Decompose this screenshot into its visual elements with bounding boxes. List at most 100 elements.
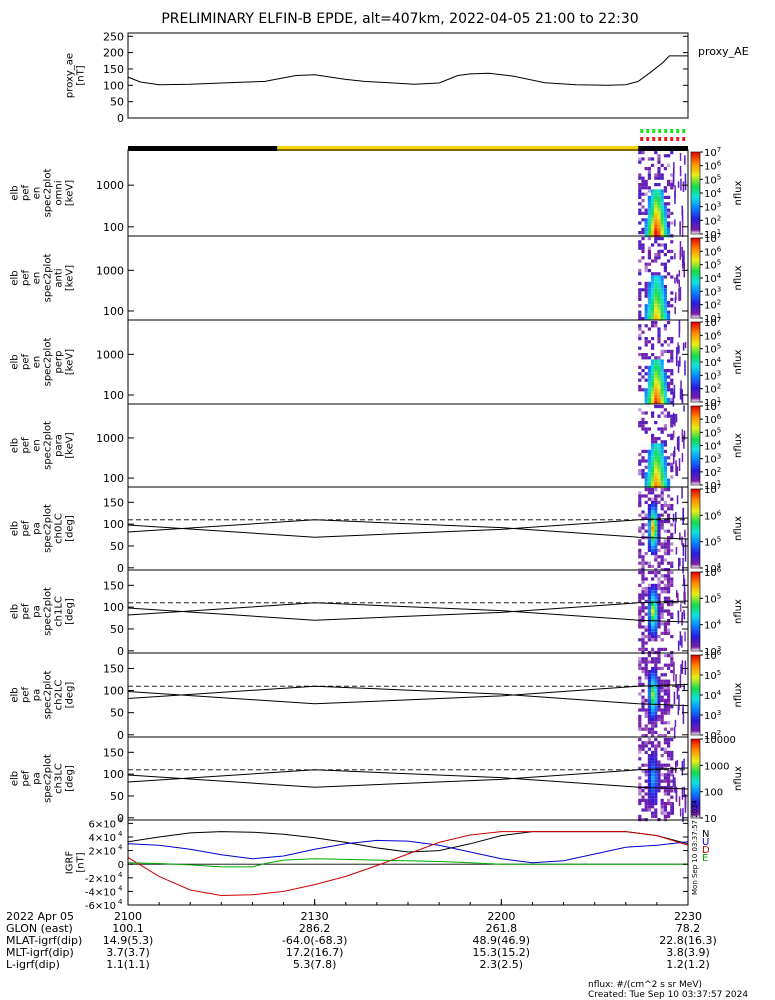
spectrogram-cell (667, 666, 671, 670)
spectrogram-cell (660, 317, 664, 321)
spectrogram-cell (682, 508, 684, 524)
spectrogram-cell (654, 529, 658, 533)
spectrogram-cell (670, 401, 674, 405)
spectrogram-cell (641, 763, 645, 767)
spectrogram-cell (675, 460, 677, 472)
y-axis-label: en (32, 272, 43, 285)
y-tick-exponent: 4 (118, 884, 123, 892)
y-axis-label: para (54, 434, 65, 457)
spectrogram-cell (647, 397, 651, 401)
y-axis-label: pa (32, 605, 43, 617)
plot-title: PRELIMINARY ELFIN-B EPDE, alt=407km, 202… (161, 11, 638, 27)
spectrogram-cell (667, 183, 671, 187)
colorbar-label: nflux (733, 516, 744, 541)
spectrogram-cell (654, 763, 658, 767)
spectrogram-cell (647, 695, 651, 699)
spectrogram-cell (651, 670, 655, 674)
spectrogram-cell (651, 695, 655, 699)
anti-loss-cone-curve (127, 600, 689, 621)
spectrogram-cell (644, 750, 648, 754)
spectrogram-cell (638, 281, 642, 285)
spectrogram-cell (657, 221, 661, 225)
spectrogram-cell (654, 583, 658, 587)
spectrogram-cell (647, 754, 651, 758)
spectrogram-cell (654, 523, 658, 527)
spectrogram-cell (647, 682, 651, 686)
spectrogram-cell (654, 635, 658, 639)
spectrogram-cell (657, 378, 661, 382)
spectrogram-cell (667, 596, 671, 600)
spectrogram-cell (651, 301, 655, 305)
spectrogram-cell (670, 727, 674, 731)
spectrogram-cell (647, 215, 651, 219)
spectrogram-cell (667, 702, 671, 706)
spectrogram-cell (647, 304, 651, 308)
spectrogram-cell (644, 523, 648, 527)
spectrogram-cell (679, 808, 682, 817)
spectrogram-cell (644, 481, 648, 485)
spectrogram-cell (660, 365, 664, 369)
spectrogram-cell (647, 782, 651, 786)
spectrogram-cell (651, 692, 655, 696)
spectrogram-cell (651, 760, 655, 764)
spectrogram-cell (657, 599, 661, 603)
spectrogram-cell (676, 436, 679, 450)
spectrogram-cell (651, 596, 655, 600)
spectrogram-cell (663, 205, 667, 209)
spectrogram-cell (647, 475, 651, 479)
ephemeris-value: 2230 (674, 910, 702, 923)
spectrogram-cell (660, 163, 664, 167)
colorbar-tick-label: 105 (704, 173, 721, 186)
spectrogram-cell (663, 727, 667, 731)
spectrogram-cell (670, 773, 674, 777)
spectrogram-cell (651, 362, 655, 366)
spectrogram-cell (638, 291, 642, 295)
spectrogram-cell (667, 577, 671, 581)
y-tick-label: 150 (103, 746, 124, 759)
colorbar-tick-exponent: 1 (717, 396, 721, 404)
spectrogram-cell (660, 208, 664, 212)
spectrogram-cell (663, 811, 667, 815)
ephemeris-value: 286.2 (299, 922, 331, 935)
spectrogram-cell (647, 378, 651, 382)
y-axis-label: spec2plot (43, 254, 54, 303)
colorbar-tick-label: 106 (704, 413, 722, 426)
spectrogram-cell (651, 754, 655, 758)
spectrogram-cell (667, 552, 671, 556)
spectrogram-cell (657, 294, 661, 298)
spectrogram-cell (651, 199, 655, 203)
spectrogram-cell (663, 590, 667, 594)
spectrogram-cell (667, 682, 671, 686)
spectrogram-cell (644, 792, 648, 796)
spectrogram-cell (660, 507, 664, 511)
spectrogram-cell (660, 682, 664, 686)
spectrogram-cell (654, 695, 658, 699)
spectrogram-cell (657, 427, 661, 431)
spectrogram-cell (674, 277, 676, 284)
spectrogram-cell (670, 615, 674, 619)
side-stamp: Mon Sep 10 03:37:57 2024 (691, 799, 699, 895)
spectrogram-cell (660, 453, 664, 457)
colorbar-tick-exponent: 1 (717, 312, 721, 320)
spectrogram-cell (670, 802, 674, 806)
ephemeris-value: 1.1(1.1) (106, 958, 150, 971)
spectrogram-cell (657, 587, 661, 591)
spectrogram-cell (654, 256, 658, 260)
spectrogram-cell (638, 324, 642, 328)
colorbar-tick-exponent: 3 (717, 369, 721, 377)
spectrogram-cell (651, 324, 655, 328)
spectrogram-cell (654, 151, 658, 155)
spectrogram-cell (654, 714, 658, 718)
spectrogram-cell (654, 381, 658, 385)
spectrogram-cell (644, 208, 648, 212)
spectrogram-cell (654, 628, 658, 632)
spectrogram-cell (670, 663, 674, 667)
spectrogram-cell (667, 179, 671, 183)
spectrogram-cell (670, 561, 674, 565)
colorbar-label: nflux (733, 180, 744, 205)
spectrogram-cell (647, 478, 651, 482)
spectrogram-cell (660, 754, 664, 758)
spectrogram-cell (654, 779, 658, 783)
spectrogram-cell (667, 628, 671, 632)
